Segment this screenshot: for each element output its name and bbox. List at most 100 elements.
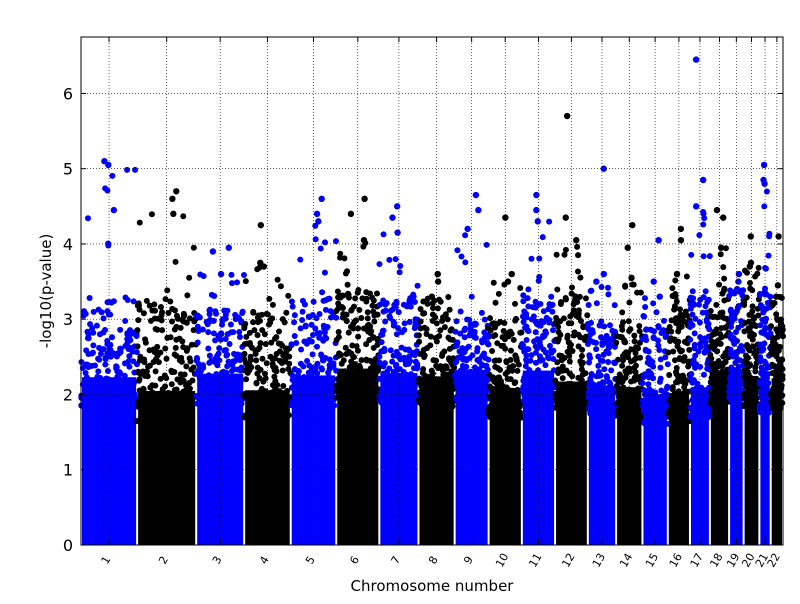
top-hit-point	[624, 244, 631, 251]
snp-point	[219, 375, 226, 382]
snp-point	[645, 381, 652, 388]
snp-point	[554, 338, 561, 345]
snp-point	[241, 325, 248, 332]
snp-point	[626, 386, 633, 393]
snp-point	[704, 299, 711, 306]
snp-point	[461, 334, 468, 341]
top-hit-point	[508, 270, 515, 278]
snp-point	[200, 395, 207, 402]
snp-point	[396, 269, 403, 276]
snp-point	[648, 371, 655, 378]
snp-point	[711, 385, 718, 392]
snp-point	[546, 342, 553, 349]
snp-point	[727, 306, 734, 313]
snp-point	[587, 390, 594, 397]
snp-point	[644, 420, 651, 427]
snp-point	[639, 379, 646, 386]
snp-point	[146, 347, 153, 354]
snp-point	[247, 357, 254, 364]
snp-point	[476, 374, 483, 381]
snp-point	[641, 295, 648, 302]
top-hit-point	[428, 293, 436, 300]
snp-point	[731, 375, 738, 382]
snp-point	[495, 290, 502, 297]
snp-point	[667, 337, 674, 344]
snp-point	[414, 282, 421, 289]
snp-point	[216, 345, 223, 352]
snp-point	[340, 357, 347, 364]
snp-point	[689, 311, 696, 318]
snp-point	[487, 315, 494, 322]
snp-point	[441, 324, 448, 331]
snp-point	[186, 274, 193, 281]
snp-point	[587, 288, 594, 295]
snp-point	[91, 377, 98, 384]
snp-point	[697, 344, 704, 351]
top-hit-point	[656, 293, 663, 300]
snp-point	[277, 348, 284, 355]
snp-point	[90, 342, 97, 349]
top-hit-point	[347, 210, 355, 218]
snp-point	[164, 287, 171, 294]
snp-point	[254, 332, 261, 339]
snp-point	[105, 396, 112, 403]
snp-point	[374, 341, 381, 348]
snp-point	[308, 321, 315, 328]
snp-point	[144, 373, 151, 380]
snp-point	[338, 394, 345, 401]
snp-point	[261, 370, 268, 377]
snp-point	[622, 282, 629, 289]
snp-point	[474, 348, 481, 355]
snp-point	[259, 355, 266, 362]
snp-point	[553, 314, 560, 321]
snp-point	[542, 330, 549, 337]
snp-point	[122, 342, 129, 349]
snp-point	[84, 215, 91, 222]
snp-point	[745, 372, 752, 379]
snp-point	[655, 323, 662, 330]
snp-point	[213, 395, 220, 402]
snp-point	[407, 299, 414, 306]
snp-point	[741, 301, 748, 308]
snp-point	[121, 404, 128, 411]
snp-point	[276, 357, 283, 364]
snp-point	[417, 318, 424, 325]
snp-point	[271, 335, 278, 342]
snp-point	[251, 327, 258, 334]
top-hit-point	[746, 263, 754, 270]
snp-point	[562, 408, 569, 415]
snp-point	[404, 380, 411, 387]
snp-point	[446, 306, 453, 313]
top-hit-point	[504, 278, 512, 285]
snp-point	[205, 329, 212, 336]
snp-point	[333, 388, 340, 395]
snp-point	[154, 326, 161, 333]
snp-point	[492, 412, 499, 419]
snp-point	[360, 243, 367, 250]
snp-point	[673, 364, 680, 371]
snp-point	[658, 387, 665, 394]
top-hit-point	[389, 214, 396, 221]
snp-point	[423, 330, 430, 337]
snp-point	[310, 392, 317, 399]
snp-point	[382, 318, 389, 325]
snp-point	[386, 375, 393, 382]
snp-point	[317, 245, 324, 252]
snp-point	[180, 415, 187, 422]
snp-point	[655, 411, 662, 418]
snp-point	[497, 319, 504, 326]
snp-point	[286, 353, 293, 360]
snp-point	[529, 304, 536, 311]
snp-point	[327, 314, 334, 321]
snp-point	[389, 379, 396, 386]
snp-point	[174, 376, 181, 383]
snp-point	[503, 386, 510, 393]
snp-point	[172, 388, 179, 395]
snp-point	[520, 292, 527, 299]
snp-point	[650, 300, 657, 307]
snp-point	[168, 381, 175, 388]
top-hit-point	[533, 206, 540, 214]
snp-point	[157, 398, 164, 405]
snp-point	[697, 296, 704, 303]
y-tick-label: 4	[63, 235, 73, 254]
